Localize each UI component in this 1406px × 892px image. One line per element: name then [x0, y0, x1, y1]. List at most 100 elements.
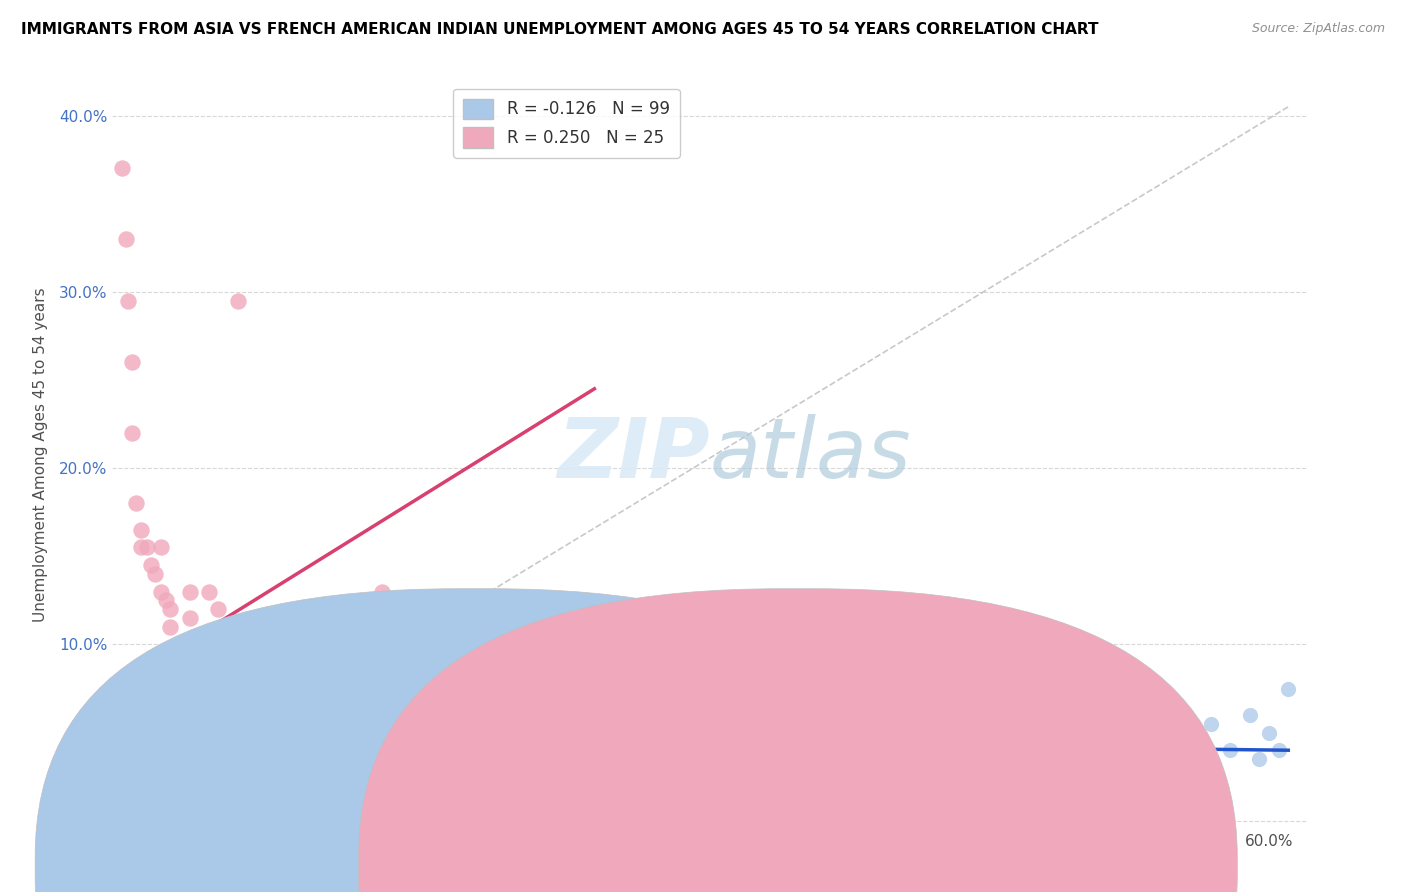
Point	[583, 752, 606, 766]
Point	[949, 743, 972, 757]
Point	[1258, 725, 1281, 739]
Point	[1267, 743, 1289, 757]
Point	[246, 734, 269, 748]
Point	[439, 725, 461, 739]
Point	[159, 743, 181, 757]
Point	[554, 725, 576, 739]
Point	[266, 743, 288, 757]
Point	[391, 752, 413, 766]
Point	[179, 716, 201, 731]
Point	[274, 752, 297, 766]
Point	[121, 716, 143, 731]
Point	[737, 725, 759, 739]
Point	[1277, 681, 1299, 696]
Point	[661, 725, 683, 739]
Point	[179, 584, 201, 599]
Legend: R = -0.126   N = 99, R = 0.250   N = 25: R = -0.126 N = 99, R = 0.250 N = 25	[454, 88, 679, 158]
Point	[169, 716, 191, 731]
Point	[117, 293, 139, 308]
Point	[449, 743, 471, 757]
Point	[179, 752, 201, 766]
Point	[155, 593, 177, 607]
Point	[226, 293, 249, 308]
Point	[207, 602, 229, 616]
Point	[179, 734, 201, 748]
Point	[131, 541, 153, 555]
Point	[323, 725, 346, 739]
Point	[814, 725, 837, 739]
Point	[516, 725, 538, 739]
Point	[121, 743, 143, 757]
Point	[136, 541, 159, 555]
Point	[872, 743, 894, 757]
Point	[544, 752, 567, 766]
Point	[401, 725, 423, 739]
Point	[304, 752, 326, 766]
Point	[169, 637, 191, 651]
Point	[256, 725, 278, 739]
Point	[1239, 708, 1261, 723]
Point	[124, 496, 146, 510]
Point	[294, 743, 316, 757]
Point	[593, 725, 616, 739]
Point	[149, 584, 172, 599]
Point	[149, 725, 172, 739]
Point	[602, 743, 624, 757]
Point	[988, 708, 1011, 723]
Y-axis label: Unemployment Among Ages 45 to 54 years: Unemployment Among Ages 45 to 54 years	[32, 287, 48, 623]
Text: Immigrants from Asia: Immigrants from Asia	[499, 859, 664, 873]
Point	[111, 161, 134, 176]
Point	[1104, 743, 1126, 757]
Text: Source: ZipAtlas.com: Source: ZipAtlas.com	[1251, 22, 1385, 36]
Point	[149, 752, 172, 766]
Point	[179, 611, 201, 625]
Point	[371, 584, 394, 599]
Point	[139, 725, 162, 739]
Point	[236, 725, 259, 739]
Point	[284, 725, 307, 739]
Point	[342, 716, 364, 731]
Point	[429, 752, 451, 766]
Point	[198, 725, 221, 739]
Point	[699, 716, 721, 731]
Point	[121, 355, 143, 369]
Point	[131, 716, 153, 731]
Point	[796, 752, 818, 766]
Point	[496, 716, 519, 731]
Text: ZIP: ZIP	[557, 415, 710, 495]
Point	[1026, 725, 1049, 739]
Point	[1219, 743, 1241, 757]
Point	[526, 743, 548, 757]
Point	[486, 743, 509, 757]
Text: atlas: atlas	[710, 415, 911, 495]
Point	[506, 752, 529, 766]
Point	[891, 708, 914, 723]
Point	[198, 584, 221, 599]
Point	[111, 734, 134, 748]
Point	[256, 752, 278, 766]
Point	[169, 734, 191, 748]
Point	[834, 743, 856, 757]
Point	[131, 523, 153, 537]
Point	[314, 734, 336, 748]
Point	[679, 743, 702, 757]
Point	[159, 620, 181, 634]
Point	[1064, 699, 1087, 714]
Point	[139, 708, 162, 723]
Point	[333, 743, 356, 757]
Point	[931, 716, 953, 731]
Point	[419, 716, 441, 731]
Point	[183, 699, 205, 714]
Point	[139, 743, 162, 757]
Text: IMMIGRANTS FROM ASIA VS FRENCH AMERICAN INDIAN UNEMPLOYMENT AMONG AGES 45 TO 54 : IMMIGRANTS FROM ASIA VS FRENCH AMERICAN …	[21, 22, 1098, 37]
Point	[207, 743, 229, 757]
Point	[776, 716, 799, 731]
Point	[718, 752, 741, 766]
Point	[1249, 752, 1271, 766]
Point	[381, 716, 404, 731]
Point	[217, 752, 239, 766]
Point	[361, 725, 384, 739]
Point	[534, 716, 557, 731]
Point	[1199, 716, 1222, 731]
Point	[853, 716, 876, 731]
